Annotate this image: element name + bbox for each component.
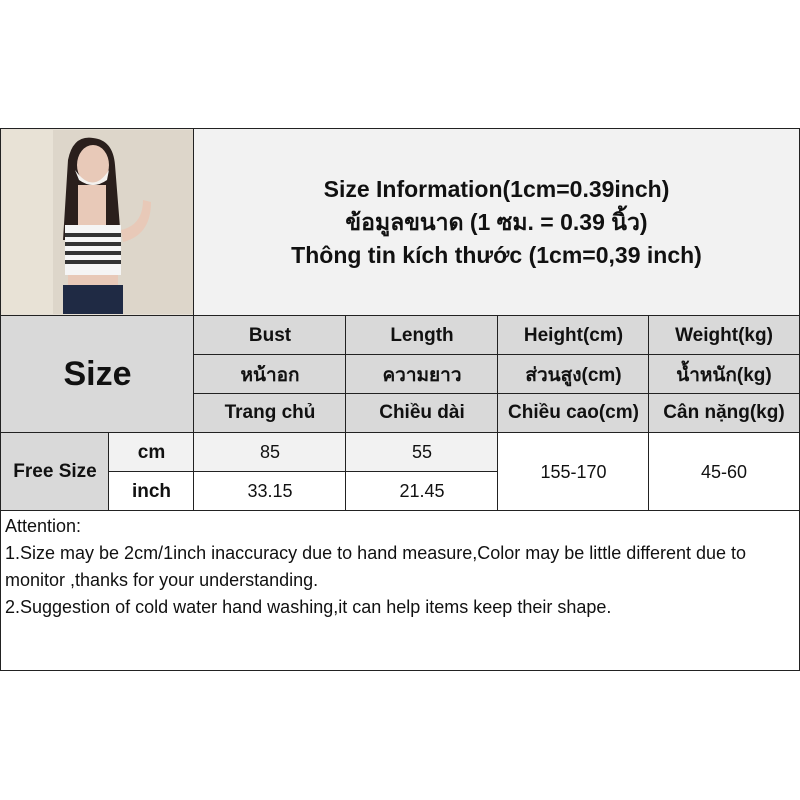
attention-heading: Attention: <box>5 516 82 536</box>
header-bust-vi: Trang chủ <box>193 393 347 433</box>
free-size-label: Free Size <box>0 432 110 512</box>
unit-cm: cm <box>108 432 195 473</box>
title-english: Size Information(1cm=0.39inch) <box>323 175 670 202</box>
bust-inch-value: 33.15 <box>193 471 347 512</box>
header-weight-th: น้ำหนัก(kg) <box>648 354 800 395</box>
attention-line-1: 1.Size may be 2cm/1inch inaccuracy due t… <box>5 543 747 590</box>
header-length-en: Length <box>345 315 499 356</box>
model-photo-image <box>2 130 193 314</box>
size-header: Size <box>0 315 195 433</box>
height-value: 155-170 <box>497 432 650 512</box>
unit-inch: inch <box>108 471 195 512</box>
length-cm-value: 55 <box>345 432 499 473</box>
attention-notes: Attention: 1.Size may be 2cm/1inch inacc… <box>0 510 800 671</box>
length-inch-value: 21.45 <box>345 471 499 512</box>
attention-line-2: 2.Suggestion of cold water hand washing,… <box>5 597 612 617</box>
header-weight-vi: Cân nặng(kg) <box>648 393 800 433</box>
header-height-en: Height(cm) <box>497 315 650 356</box>
size-label: Size <box>63 354 132 393</box>
header-length-vi: Chiều dài <box>345 393 499 433</box>
header-bust-th: หน้าอก <box>193 354 347 395</box>
product-photo <box>0 128 195 316</box>
weight-value: 45-60 <box>648 432 800 512</box>
header-weight-en: Weight(kg) <box>648 315 800 356</box>
title-vietnamese: Thông tin kích thước (1cm=0,39 inch) <box>291 241 702 268</box>
header-length-th: ความยาว <box>345 354 499 395</box>
header-height-th: ส่วนสูง(cm) <box>497 354 650 395</box>
bust-cm-value: 85 <box>193 432 347 473</box>
title-thai: ข้อมูลขนาด (1 ซม. = 0.39 นิ้ว) <box>345 208 648 235</box>
header-bust-en: Bust <box>193 315 347 356</box>
header-height-vi: Chiều cao(cm) <box>497 393 650 433</box>
size-info-title: Size Information(1cm=0.39inch) ข้อมูลขนา… <box>193 128 800 316</box>
